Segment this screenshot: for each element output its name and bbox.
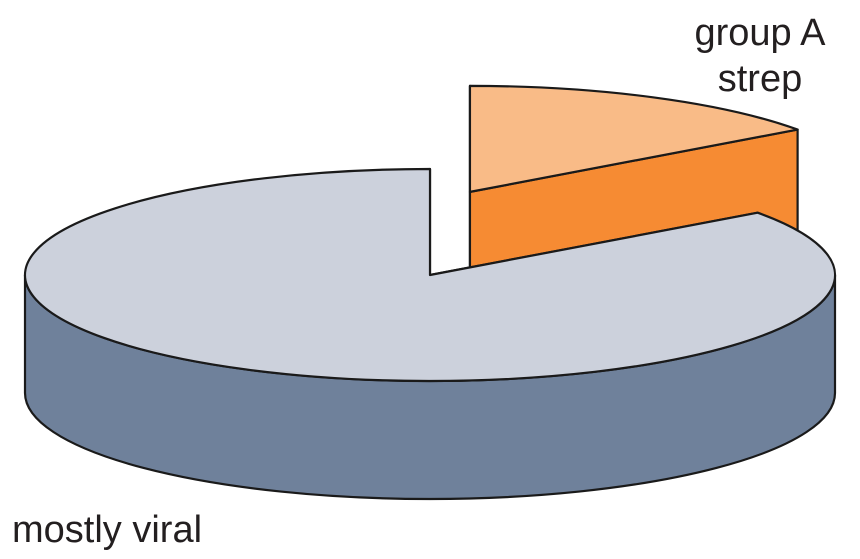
slice-label-line: mostly viral	[12, 509, 203, 551]
pie-slices	[23, 84, 837, 501]
slice-label-line: group A	[694, 12, 826, 54]
pie-slice-mostly-viral	[23, 167, 837, 383]
slice-label-mostly-viral: mostly viral	[12, 507, 202, 553]
pie-slice-group-a-strep	[468, 84, 799, 193]
slice-label-line: strep	[717, 58, 803, 100]
slice-label-group-a-strep: group A strep	[660, 10, 860, 102]
